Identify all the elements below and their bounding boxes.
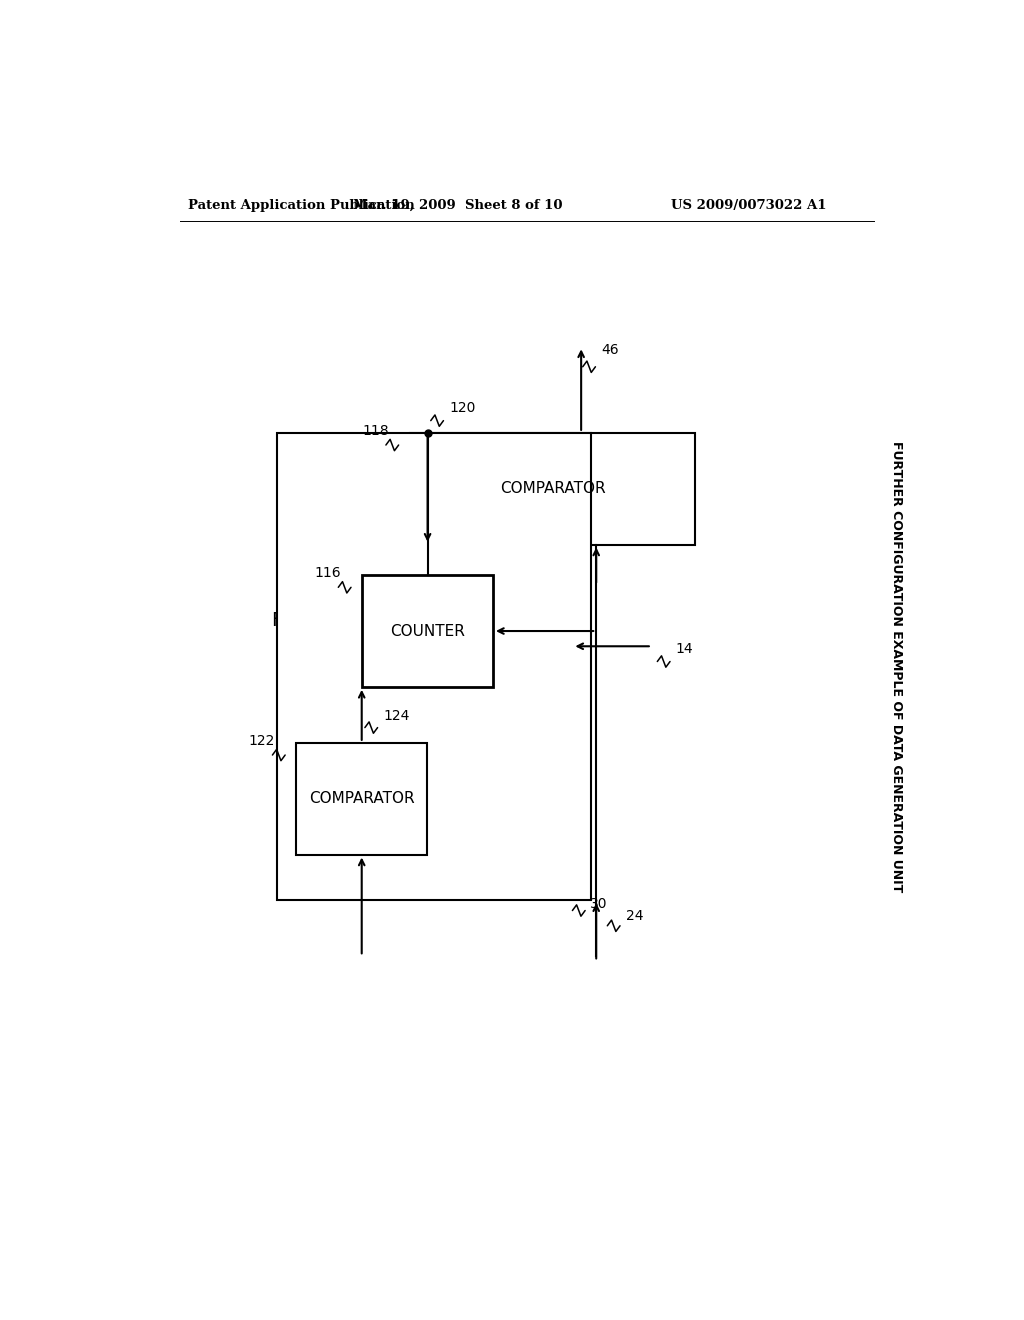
Text: 120: 120 (450, 400, 476, 414)
Text: COMPARATOR: COMPARATOR (309, 791, 415, 807)
Text: Mar. 19, 2009  Sheet 8 of 10: Mar. 19, 2009 Sheet 8 of 10 (352, 198, 562, 211)
Text: 118: 118 (362, 424, 389, 438)
Bar (362, 576, 493, 686)
Text: 122: 122 (249, 734, 275, 748)
Text: 30: 30 (590, 896, 607, 911)
Bar (296, 743, 427, 854)
Text: Patent Application Publication: Patent Application Publication (187, 198, 415, 211)
Text: 116: 116 (314, 566, 341, 581)
Bar (410, 433, 695, 545)
Text: COMPARATOR: COMPARATOR (500, 482, 605, 496)
Text: COUNTER: COUNTER (390, 623, 465, 639)
Bar (278, 433, 591, 900)
Text: 14: 14 (676, 643, 693, 656)
Text: 46: 46 (601, 343, 618, 356)
Text: 24: 24 (627, 908, 644, 923)
Text: FURTHER CONFIGURATION EXAMPLE OF DATA GENERATION UNIT: FURTHER CONFIGURATION EXAMPLE OF DATA GE… (890, 441, 903, 892)
Text: 124: 124 (384, 709, 411, 722)
Text: US 2009/0073022 A1: US 2009/0073022 A1 (671, 198, 826, 211)
Text: Fig. 8: Fig. 8 (272, 611, 325, 631)
